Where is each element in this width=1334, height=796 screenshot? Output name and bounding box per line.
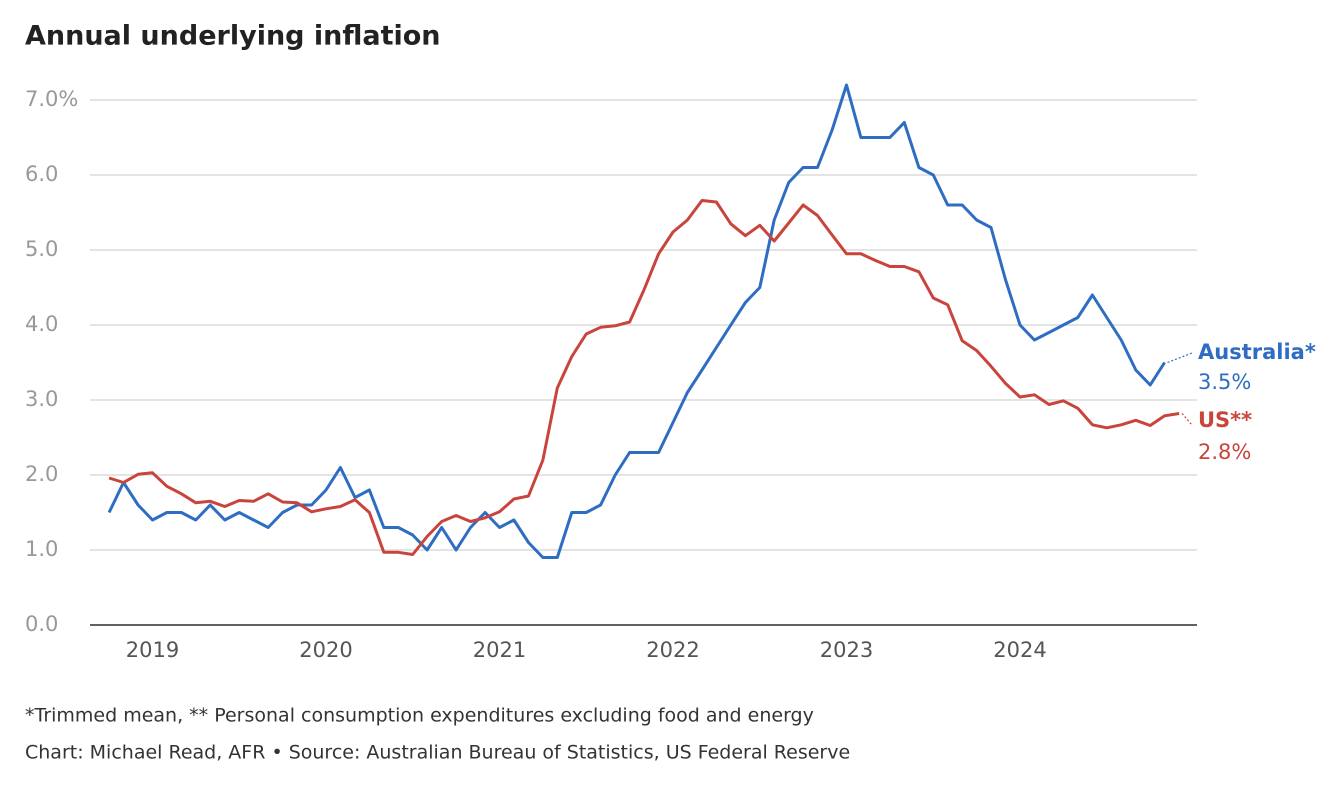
series-line [107,83,1166,559]
y-tick-label: 1.0 [25,537,58,561]
series-end-value: 3.5% [1198,370,1251,394]
label-connector [1167,352,1193,364]
x-tick-label: 2024 [993,638,1046,662]
x-tick-label: 2021 [473,638,526,662]
x-tick-label: 2019 [126,638,179,662]
y-tick-label: 3.0 [25,387,58,411]
series-label: US** [1198,408,1252,432]
series-label: Australia* [1198,340,1316,364]
y-tick-label: 0.0 [25,612,58,636]
x-tick-label: 2020 [299,638,352,662]
series-line [108,199,1180,556]
footnote: *Trimmed mean, ** Personal consumption e… [25,705,814,727]
y-tick-label: 4.0 [25,312,58,336]
series-end-value: 2.8% [1198,440,1251,464]
y-tick-label: 6.0 [25,162,58,186]
y-tick-label: 7.0% [25,87,78,111]
source: Chart: Michael Read, AFR • Source: Austr… [25,742,850,764]
chart-title: Annual underlying inflation [25,21,441,52]
y-tick-label: 5.0 [25,237,58,261]
x-tick-label: 2022 [646,638,699,662]
x-tick-label: 2023 [820,638,873,662]
label-connector [1181,413,1193,426]
y-tick-label: 2.0 [25,462,58,486]
